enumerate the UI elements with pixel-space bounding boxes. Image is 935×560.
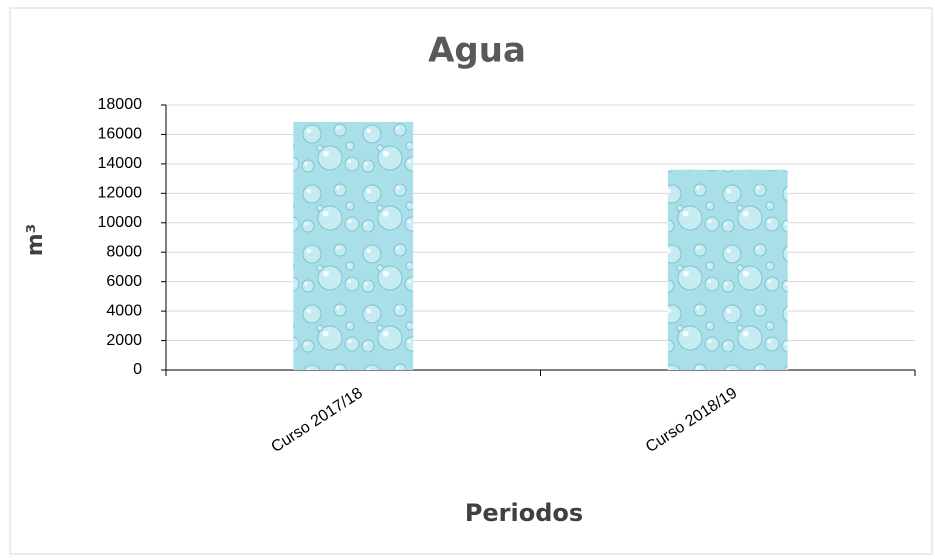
bar: [293, 121, 414, 370]
bar: [667, 169, 788, 370]
y-tick-label: 0: [133, 361, 142, 378]
y-tick-label: 8000: [106, 243, 142, 260]
y-axis-label: m³: [23, 224, 48, 257]
x-axis-label: Periodos: [465, 499, 583, 527]
y-tick-label: 4000: [106, 302, 142, 319]
chart-title: Agua: [428, 31, 526, 71]
y-tick-label: 16000: [98, 126, 143, 143]
y-tick-label: 18000: [98, 96, 143, 113]
y-tick-label: 6000: [106, 273, 142, 290]
y-tick-label: 10000: [98, 214, 143, 231]
y-tick-label: 2000: [106, 332, 142, 349]
y-tick-label: 14000: [98, 155, 143, 172]
y-tick-label: 12000: [98, 185, 143, 202]
chart-frame: [9, 7, 933, 555]
